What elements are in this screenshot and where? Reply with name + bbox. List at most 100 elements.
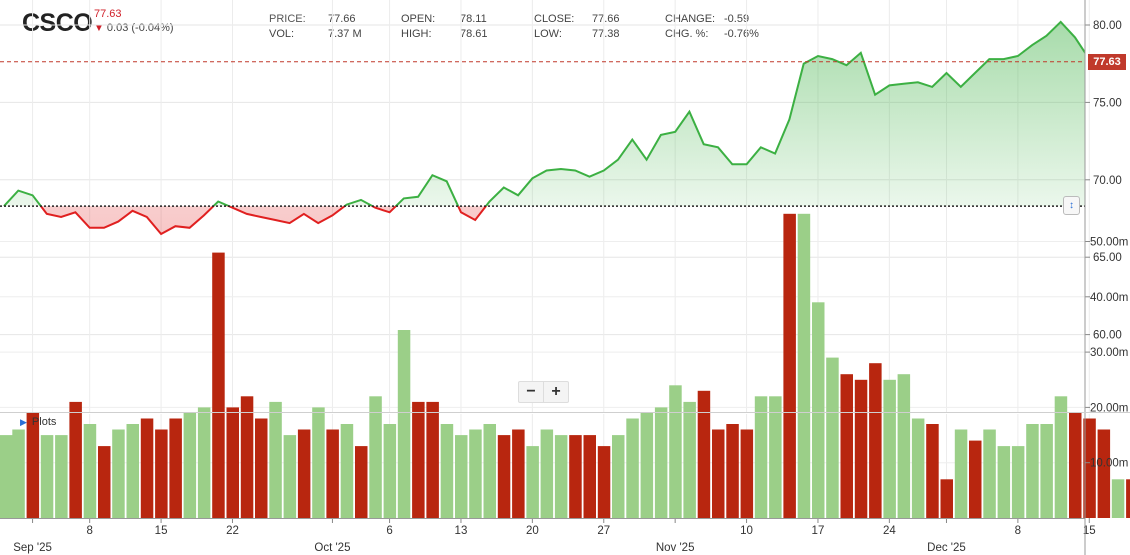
quote-change-value: -0.59 [724, 13, 750, 25]
volume-bar [1111, 479, 1125, 518]
volume-bar [297, 429, 311, 518]
volume-y-tick: 20.00m [1090, 402, 1128, 414]
volume-bar [412, 401, 425, 518]
volume-bar [854, 379, 868, 519]
volume-bar [954, 429, 968, 518]
volume-bar [612, 435, 625, 519]
x-tick-day: 6 [386, 525, 392, 537]
volume-bar [26, 412, 40, 518]
x-tick-day: 17 [812, 525, 825, 537]
expand-triangle-icon: ▶ [20, 417, 27, 427]
volume-bar [1126, 479, 1130, 518]
volume-bar [440, 424, 454, 518]
x-tick-day: 27 [597, 525, 610, 537]
reference-lines [0, 61, 1085, 207]
volume-bar [40, 435, 54, 519]
quote-price: PRICE: [269, 13, 306, 25]
volume-bar [383, 424, 397, 518]
volume-bar [783, 213, 796, 519]
volume-bar [283, 435, 297, 519]
volume-bar [654, 407, 668, 518]
volume-bar [883, 379, 896, 519]
volume-bars [0, 213, 1130, 519]
volume-bar [126, 424, 139, 518]
price-line-down [4, 206, 488, 236]
x-tick-day: 15 [155, 525, 168, 537]
volume-bar [812, 302, 825, 518]
price-y-tick: 75.00 [1093, 97, 1122, 109]
volume-bar [640, 412, 654, 518]
volume-bar [212, 252, 225, 518]
volume-bar [1011, 446, 1025, 518]
volume-bar [1026, 424, 1039, 518]
plots-toggle[interactable]: ▶ Plots [20, 416, 56, 428]
volume-bar [840, 374, 853, 518]
x-tick-day: 8 [1015, 525, 1021, 537]
quote-chg-pct-value: -0.76% [724, 28, 759, 40]
volume-bar [697, 390, 711, 518]
volume-bar [740, 429, 754, 518]
volume-bar [512, 429, 525, 518]
volume-bar [83, 424, 97, 518]
zoom-toolbar: − + [518, 381, 569, 403]
volume-bar [569, 435, 582, 519]
quote-chg-pct: CHG. %: [665, 28, 709, 40]
area-fills [4, 21, 1085, 234]
volume-y-tick: 10.00m [1090, 458, 1128, 470]
zoom-out-button[interactable]: − [526, 383, 536, 400]
volume-bar [897, 374, 911, 518]
price-y-tick: 80.00 [1093, 20, 1122, 32]
volume-bar [969, 440, 982, 518]
volume-bar [240, 396, 254, 518]
volume-y-tick: 30.00m [1090, 347, 1128, 359]
volume-bar [326, 429, 339, 518]
volume-bar [726, 424, 739, 518]
volume-bar [911, 418, 925, 518]
plots-label: Plots [31, 416, 57, 428]
zoom-in-button[interactable]: + [543, 382, 568, 402]
volume-bar [98, 446, 111, 518]
volume-bar [155, 429, 168, 518]
price-y-tick: 60.00 [1093, 330, 1122, 342]
volume-bar [12, 429, 25, 518]
volume-bar [1097, 429, 1111, 518]
ticker-symbol: CSCO [22, 9, 93, 37]
quote-vol: VOL: [269, 28, 295, 40]
volume-bar [455, 435, 468, 519]
volume-bar [626, 418, 639, 518]
quote-high: HIGH: [401, 28, 432, 40]
volume-bar [140, 418, 154, 518]
x-tick-day: 8 [86, 525, 92, 537]
volume-bar [983, 429, 996, 518]
quote-low: LOW: [534, 28, 562, 40]
x-tick-day: 20 [526, 525, 539, 537]
volume-bar [997, 446, 1011, 518]
volume-bar [0, 435, 13, 519]
x-tick-day: 15 [1083, 525, 1096, 537]
volume-bar [169, 418, 182, 518]
volume-bar [583, 435, 596, 519]
area-above-baseline [4, 21, 1085, 207]
x-tick-day: 24 [883, 525, 896, 537]
volume-bar [1083, 418, 1096, 518]
volume-bar [1069, 412, 1082, 518]
price-line-up [3, 20, 1085, 207]
volume-bar [1040, 424, 1053, 518]
quote-close-value: 77.66 [592, 13, 620, 25]
quote-low-value: 77.38 [592, 28, 620, 40]
price-lines [3, 20, 1085, 236]
quote-high-value: 78.61 [460, 28, 488, 40]
volume-bar [397, 330, 411, 518]
volume-bar [55, 435, 68, 519]
volume-bar [112, 429, 125, 518]
x-tick-month: Dec '25 [927, 542, 966, 554]
quote-vol-value: 7.37 M [328, 28, 362, 40]
volume-bar [712, 429, 725, 518]
quote-header: CSCO 77.63 ▼ 0.03 (-0.04%) PRICE: 77.66 O… [0, 0, 1085, 45]
last-price-tag: 77.63 [1088, 54, 1126, 70]
x-tick-month: Oct '25 [314, 542, 350, 554]
baseline-drag-handle[interactable]: ↕ [1063, 196, 1080, 215]
area-below-baseline [4, 206, 1085, 234]
